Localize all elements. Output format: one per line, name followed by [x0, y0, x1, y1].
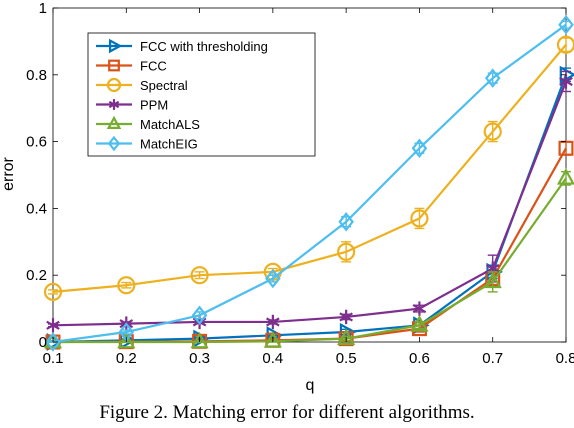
- data-point: [190, 266, 209, 285]
- data-point: [191, 305, 208, 326]
- legend: FCC with thresholding FCC Spectral PPM Match…: [87, 32, 316, 157]
- legend-entry: FCC with thresholding: [96, 38, 268, 54]
- legend-label: Spectral: [140, 78, 188, 93]
- legend-label: PPM: [140, 98, 168, 113]
- legend-label: FCC with thresholding: [140, 39, 268, 54]
- x-tick-label: 0.7: [482, 350, 503, 367]
- data-point: [45, 332, 61, 352]
- series-line: [52, 44, 567, 293]
- data-point: [266, 314, 280, 330]
- legend-label: MatchALS: [140, 117, 200, 132]
- x-tick-label: 0.5: [336, 350, 357, 367]
- series-line: [52, 74, 568, 344]
- legend-label: MatchEIG: [140, 137, 198, 152]
- legend-entry: Spectral: [96, 77, 188, 93]
- data-point: [484, 68, 501, 88]
- tick-layer: 0.1 0.2 0.3 0.4 0.5 0.6 0.7 0.8 0 0.2 0.4 0.6 0.8 1: [26, 0, 574, 367]
- x-tick-label: 0.1: [43, 350, 64, 367]
- legend-marker: [106, 77, 122, 93]
- series-line: [52, 81, 568, 327]
- chart: 0.1 0.2 0.3 0.4 0.5 0.6 0.7 0.8 0 0.2 0.4 0.6 0.8 1 q…: [0, 0, 574, 394]
- series-line: [52, 23, 567, 344]
- data-point: [190, 331, 209, 349]
- x-axis-label: q: [306, 377, 315, 394]
- legend-entry: MatchALS: [96, 115, 200, 132]
- legend-marker: [108, 38, 123, 54]
- y-tick-label: 0.8: [26, 67, 47, 84]
- data-point: [410, 315, 429, 332]
- data-point: [483, 271, 502, 289]
- figure-caption: Figure 2. Matching error for different a…: [99, 402, 475, 423]
- x-tick-label: 0.2: [116, 350, 137, 367]
- legend-box: [87, 32, 316, 157]
- series-line: [53, 177, 567, 344]
- data-point: [263, 331, 282, 348]
- series-line: [52, 147, 567, 344]
- legend-entry: MatchEIG: [96, 135, 198, 152]
- x-tick-label: 0.8: [556, 350, 574, 367]
- data-point: [558, 14, 574, 35]
- legend-label: FCC: [140, 59, 167, 74]
- data-point: [556, 168, 574, 185]
- data-point: [337, 242, 356, 261]
- data-point: [338, 211, 354, 232]
- x-tick-label: 0.3: [189, 350, 210, 367]
- data-point: [117, 276, 136, 295]
- legend-marker: [108, 59, 120, 72]
- y-tick-label: 1: [39, 0, 47, 17]
- legend-entry: FCC: [96, 59, 167, 74]
- legend-entry: PPM: [96, 98, 168, 113]
- data-point: [117, 331, 136, 349]
- y-tick-label: 0.6: [26, 134, 47, 151]
- x-tick-label: 0.4: [262, 350, 283, 367]
- y-tick-label: 0.2: [26, 267, 47, 284]
- data-point: [339, 309, 353, 325]
- series-matchals: [43, 168, 574, 349]
- data-point: [556, 35, 574, 54]
- data-point: [483, 122, 502, 141]
- data-point: [559, 74, 573, 89]
- legend-marker: [107, 135, 121, 152]
- data-point: [43, 282, 63, 301]
- data-point: [410, 209, 429, 228]
- legend-marker: [106, 115, 122, 130]
- y-tick-label: 0: [39, 334, 47, 351]
- data-point: [46, 318, 60, 333]
- data-point: [411, 138, 428, 159]
- x-tick-label: 0.6: [409, 350, 430, 367]
- data-point: [412, 301, 427, 316]
- y-axis-label: error: [0, 156, 17, 190]
- data-point: [265, 268, 281, 289]
- data-point: [337, 328, 356, 345]
- legend-marker: [108, 99, 120, 110]
- y-tick-label: 0.4: [26, 200, 47, 217]
